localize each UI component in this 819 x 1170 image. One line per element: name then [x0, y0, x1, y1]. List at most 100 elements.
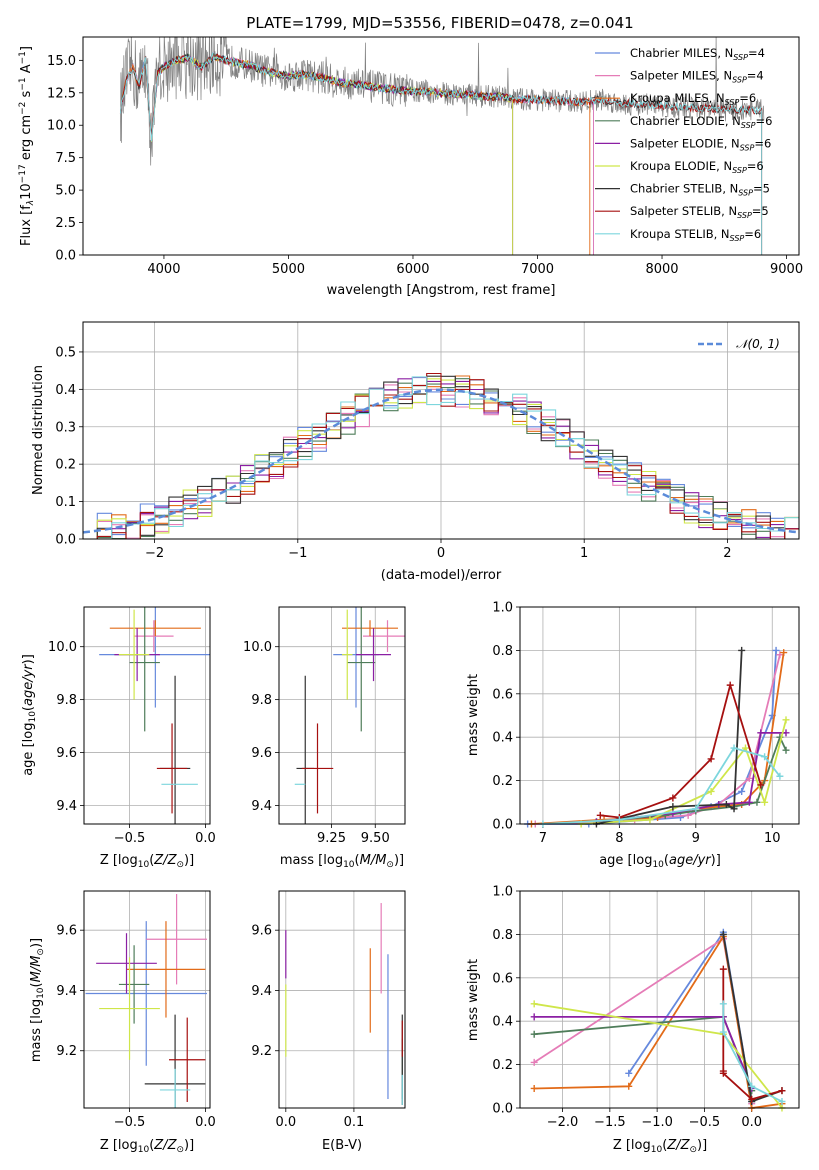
x-tick-label: −1.5: [594, 1115, 626, 1130]
mass-weight-point: [782, 746, 790, 754]
mass-vs-ebv-frame: [278, 890, 406, 1109]
massweight-vs-metallicity-x-label: Z [log10(Z/Z⊙)]: [613, 1138, 707, 1155]
mass-weight-point: [530, 1000, 538, 1008]
massweight-vs-age-frame: [519, 606, 800, 825]
legend-label: Kroupa STELIB, NSSP=6: [630, 227, 761, 243]
spectrum-y-axis-label: Flux [fλ10−17 erg cm−2 s−1 A−1]: [18, 46, 36, 246]
mass-vs-ebv-panel: 0.0 0.1 9.2 9.4 9.6 E(B-V): [251, 890, 406, 1153]
normal-reference-curve: [83, 388, 799, 534]
mass-weight-point: [761, 798, 769, 806]
mass-weight-point: [719, 965, 727, 973]
massweight-vs-age-panel: 7 8 9 10 0.0 0.2 0.4 0.6 0.8 1.0 age [log10(age/y…: [466, 601, 800, 870]
legend-label: Chabrier MILES, NSSP=4: [630, 46, 765, 62]
y-tick-label: 0.8: [492, 928, 513, 943]
mass-weight-point: [776, 772, 784, 780]
model-spectrum-line: [119, 51, 763, 255]
mass-weight-point: [726, 681, 734, 689]
x-tick-label: 0: [437, 546, 445, 561]
x-tick-label: 9000: [770, 262, 803, 277]
mass-weight-point: [530, 1084, 538, 1092]
x-tick-label: 9.25: [317, 831, 346, 846]
mass-weight-point: [757, 781, 765, 789]
x-tick-label: 1: [580, 546, 588, 561]
mass-weight-point: [692, 805, 700, 813]
mass-weight-point: [745, 798, 753, 806]
residuals-panel: −2 −1 0 1 2 0.0 0.1 0.2 0.3 0.4 0.5 (data-model)/e…: [31, 321, 800, 583]
x-tick-label: 5000: [272, 262, 305, 277]
y-tick-label: 9.8: [56, 693, 77, 708]
y-tick-label: 0.5: [55, 345, 76, 360]
mass-weight-point: [669, 803, 677, 811]
massweight-vs-metallicity-frame: [519, 890, 800, 1109]
mass-weight-point: [730, 805, 738, 813]
mass-weight-point: [707, 787, 715, 795]
y-tick-label: 0.2: [492, 1058, 513, 1073]
mass-weight-point: [722, 800, 730, 808]
y-tick-label: 9.4: [251, 799, 272, 814]
mass-weight-point: [778, 1097, 786, 1105]
mass-weight-point: [719, 1000, 727, 1008]
mass-weight-point: [757, 729, 765, 737]
massweight-vs-metallicity-panel: −2.0 −1.5 −1.0 −0.5 0.0 0.0 0.2 0.4 0.6 0.8 1.0 Z …: [466, 885, 800, 1155]
legend-label: Chabrier STELIB, NSSP=5: [630, 182, 770, 198]
y-tick-label: 0.2: [492, 774, 513, 789]
mass-vs-metallicity-y-label: mass [log10(M/M⊙)]: [29, 938, 46, 1062]
legend-label: Chabrier ELODIE, NSSP=6: [630, 114, 772, 130]
y-tick-label: 10.0: [243, 640, 272, 655]
mass-weight-point: [530, 1013, 538, 1021]
y-tick-label: 0.2: [55, 458, 76, 473]
mass-weight-point: [719, 1028, 727, 1036]
x-tick-label: 0.0: [275, 1115, 296, 1130]
mass-weight-point: [596, 811, 604, 819]
y-tick-label: 9.6: [56, 746, 77, 761]
y-tick-label: 9.2: [56, 1044, 77, 1059]
massweight-vs-age-x-label: age [log10(age/yr)]: [599, 853, 721, 870]
x-tick-label: 0.0: [195, 831, 216, 846]
y-tick-label: 5.0: [55, 184, 76, 199]
x-tick-label: −1: [288, 546, 307, 561]
y-tick-label: 1.0: [492, 885, 513, 900]
mass-vs-metallicity-x-label: Z [log10(Z/Z⊙)]: [100, 1138, 194, 1155]
x-tick-label: −2.0: [547, 1115, 579, 1130]
mass-weight-point: [625, 1069, 633, 1077]
residuals-x-axis-label: (data-model)/error: [381, 568, 502, 583]
mass-weight-point: [669, 794, 677, 802]
mass-weight-point: [782, 729, 790, 737]
mass-weight-point: [776, 651, 784, 659]
mass-vs-metallicity-panel: −0.5 0.0 9.2 9.4 9.6 Z [log10(Z/Z⊙)] mass [l…: [29, 890, 216, 1155]
mass-weight-point: [753, 798, 761, 806]
massweight-vs-age-y-label: mass weight: [466, 674, 481, 756]
y-tick-label: 9.4: [251, 984, 272, 999]
y-tick-label: 0.8: [492, 644, 513, 659]
spectrum-legend: Chabrier MILES, NSSP=4 Salpeter MILES, NS…: [595, 46, 772, 243]
model-spectrum-line: [119, 53, 763, 255]
normal-reference-legend-label: 𝒩(0, 1): [736, 337, 780, 351]
mass-weight-point: [719, 930, 727, 938]
x-tick-label: 9.50: [361, 831, 390, 846]
age-vs-mass-panel: 9.25 9.50 9.4 9.6 9.8 10.0 mass [log10(M/M⊙)]: [243, 606, 406, 870]
x-tick-label: −0.5: [689, 1115, 721, 1130]
y-tick-label: 0.0: [55, 249, 76, 264]
y-tick-label: 0.0: [55, 533, 76, 548]
residuals-y-axis-label: Normed distribution: [31, 365, 46, 495]
x-tick-label: 4000: [147, 262, 180, 277]
legend-label: Salpeter MILES, NSSP=4: [630, 69, 764, 85]
mass-weight-point: [745, 774, 753, 782]
y-tick-label: 9.6: [251, 746, 272, 761]
mass-weight-point: [730, 744, 738, 752]
x-tick-label: 8: [615, 831, 623, 846]
y-tick-label: 0.6: [492, 687, 513, 702]
y-tick-label: 0.4: [492, 1015, 513, 1030]
mass-weight-point: [772, 646, 780, 654]
residuals-legend: 𝒩(0, 1): [698, 337, 780, 351]
mass-weight-point: [738, 646, 746, 654]
spectrum-panel: PLATE=1799, MJD=53556, FIBERID=0478, z=0…: [18, 14, 803, 298]
legend-label: Kroupa MILES, NSSP=6: [630, 91, 756, 107]
x-tick-label: 0.0: [741, 1115, 762, 1130]
x-tick-label: 7000: [521, 262, 554, 277]
y-tick-label: 9.6: [56, 924, 77, 939]
y-tick-label: 0.4: [492, 731, 513, 746]
y-tick-label: 0.0: [492, 1102, 513, 1117]
model-spectrum-line: [119, 53, 763, 255]
mass-weight-series-line: [542, 746, 781, 825]
